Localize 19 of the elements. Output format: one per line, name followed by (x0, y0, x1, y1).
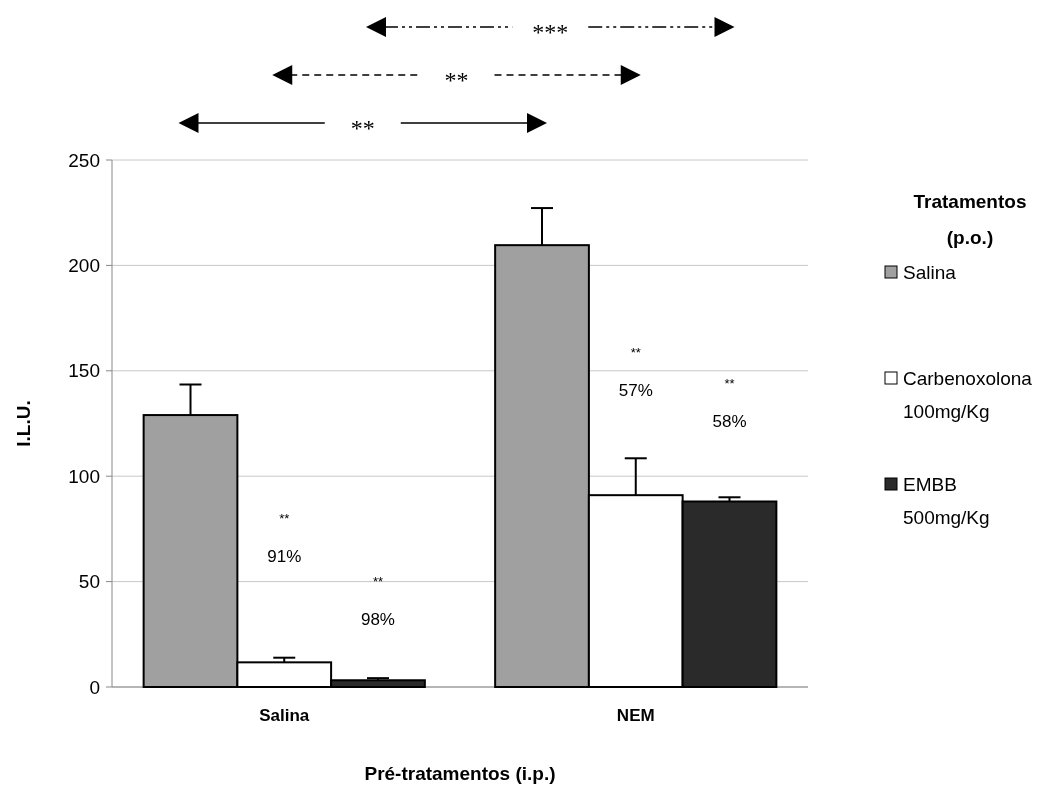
y-tick-label: 200 (68, 255, 100, 277)
y-tick-label: 150 (68, 360, 100, 382)
legend-label: Carbenoxolona 100mg/Kg (903, 368, 1033, 422)
annotation: ** (372, 573, 384, 589)
y-tick-label: 100 (68, 465, 100, 487)
legend-label: Salina (903, 262, 957, 283)
y-axis-title: I.L.U. (13, 400, 34, 447)
y-tick-label: 50 (78, 571, 100, 593)
text: **** (350, 67, 469, 142)
x-axis-title: Pré-tratamentos (i.p.) (364, 763, 556, 784)
y-tick-label: 0 (89, 676, 100, 698)
text: *** (532, 19, 569, 46)
text: 91% (267, 547, 302, 566)
y-tick-label: 250 (68, 149, 100, 171)
legend-title: Tratamentos (p.o.) (913, 191, 1027, 248)
annotation: ** (279, 510, 290, 526)
x-tick-label: NEM (616, 706, 655, 725)
legend-label: EMBB 500mg/Kg (903, 474, 990, 528)
text: 98% (360, 610, 395, 629)
